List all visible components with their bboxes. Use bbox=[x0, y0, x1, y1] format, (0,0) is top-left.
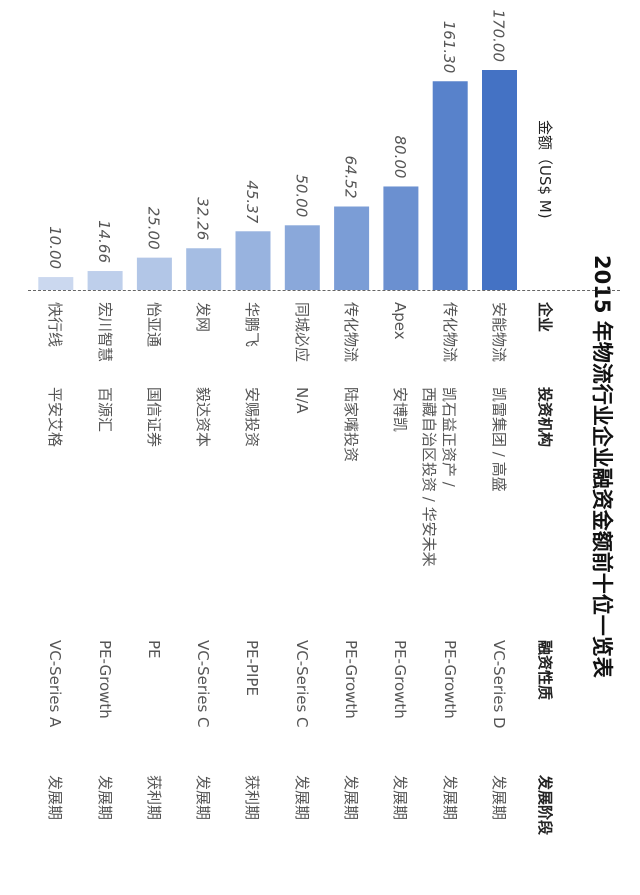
development-stage: 发展期 bbox=[490, 775, 508, 821]
development-stage: 获利期 bbox=[144, 775, 163, 821]
financing-type: VC-Series A bbox=[46, 640, 65, 728]
company-name: Apex bbox=[391, 302, 410, 340]
investor-names: 凯石益正资产 / 西藏自治区投资 / 华安未来 bbox=[419, 387, 459, 567]
investor-name: 安博凯 bbox=[391, 387, 410, 433]
financing-type: PE-Growth bbox=[342, 640, 361, 719]
development-stage: 发展期 bbox=[46, 775, 65, 821]
bar-value-label: 50.00 bbox=[292, 174, 310, 217]
bar-value-label: 32.26 bbox=[194, 197, 212, 240]
company-name: 怡亚通 bbox=[144, 302, 163, 348]
table-row: 宏川智慧百源汇 PE-Growth 发展期 bbox=[65, 0, 114, 895]
development-stage: 发展期 bbox=[95, 775, 114, 821]
development-stage: 获利期 bbox=[243, 775, 262, 821]
bar-value-label: 14.66 bbox=[95, 220, 113, 263]
development-stage: 发展期 bbox=[292, 775, 311, 821]
financing-type: PE-PIPE bbox=[243, 640, 262, 696]
table-row: 怡亚通国信证券 PE 获利期 bbox=[114, 0, 163, 895]
company-name: 快行线 bbox=[46, 302, 65, 348]
table-row: 安能物流凯雷集团 / 高盛 VC-Series D 发展期 bbox=[459, 0, 508, 895]
company-name: 发网 bbox=[194, 302, 213, 333]
investor-name: 平安艾格 bbox=[46, 387, 65, 448]
financing-type: VC-Series C bbox=[194, 640, 213, 728]
development-stage: 发展期 bbox=[391, 775, 410, 821]
company-name: 同城必应 bbox=[292, 302, 311, 363]
company-name: 安能物流 bbox=[490, 302, 508, 363]
bar-8 bbox=[136, 257, 172, 291]
financing-type: PE-Growth bbox=[391, 640, 410, 719]
company-name: 华鹏飞 bbox=[243, 302, 262, 348]
financing-type: PE bbox=[144, 640, 163, 659]
development-stage: 发展期 bbox=[342, 775, 361, 821]
investor-name: 国信证券 bbox=[144, 387, 163, 448]
table-row: Apex 安博凯 PE-Growth 发展期 bbox=[360, 0, 409, 895]
table-row: 发网毅达资本 VC-Series C 发展期 bbox=[163, 0, 212, 895]
financing-type: VC-Series C bbox=[292, 640, 311, 728]
bar-5 bbox=[284, 225, 320, 290]
table-row: 华鹏飞安赐投资 PE-PIPE 获利期 bbox=[213, 0, 262, 895]
company-name: 宏川智慧 bbox=[95, 302, 114, 363]
development-stage: 发展期 bbox=[194, 775, 213, 821]
investor-name: 安赐投资 bbox=[243, 387, 262, 448]
bar-value-label: 161.30 bbox=[440, 21, 458, 74]
financing-type: PE-Growth bbox=[95, 640, 114, 719]
bar-7 bbox=[186, 248, 222, 291]
bar-value-label: 45.37 bbox=[243, 180, 261, 223]
bar-value-label: 170.00 bbox=[490, 10, 508, 63]
bar-10 bbox=[38, 277, 74, 291]
table-row: 传化物流凯石益正资产 / 西藏自治区投资 / 华安未来 PE-Growth 发展期 bbox=[410, 0, 459, 895]
investor-name: 凯雷集团 / 高盛 bbox=[490, 387, 508, 492]
company-name: 传化物流 bbox=[342, 302, 361, 363]
table-row: 快行线平安艾格 VC-Series A 发展期 bbox=[15, 0, 64, 895]
bar-2 bbox=[432, 81, 468, 291]
bar-value-label: 10.00 bbox=[46, 226, 64, 269]
bar-1 bbox=[482, 70, 517, 290]
investor-name: 陆家嘴投资 bbox=[342, 387, 361, 463]
investor-name: 百源汇 bbox=[95, 387, 114, 433]
bar-3 bbox=[383, 186, 419, 290]
bar-value-label: 25.00 bbox=[144, 207, 162, 250]
investor-name: 毅达资本 bbox=[194, 387, 213, 448]
financing-type: PE-Growth bbox=[440, 640, 459, 719]
table-row: 同城必应 N/A VC-Series C 发展期 bbox=[262, 0, 311, 895]
investor-name: N/A bbox=[292, 387, 311, 414]
bar-value-label: 64.52 bbox=[342, 156, 360, 199]
investor-line: 西藏自治区投资 / 华安未来 bbox=[419, 387, 438, 567]
bar-9 bbox=[87, 271, 123, 290]
table-row: 传化物流陆家嘴投资 PE-Growth 发展期 bbox=[311, 0, 360, 895]
investor-line: 凯石益正资产 / bbox=[439, 387, 458, 487]
financing-type: VC-Series D bbox=[490, 640, 508, 729]
development-stage: 发展期 bbox=[440, 775, 459, 821]
company-name: 传化物流 bbox=[440, 302, 459, 363]
bar-6 bbox=[235, 231, 271, 291]
bar-value-label: 80.00 bbox=[391, 136, 409, 179]
bar-4 bbox=[334, 206, 370, 290]
